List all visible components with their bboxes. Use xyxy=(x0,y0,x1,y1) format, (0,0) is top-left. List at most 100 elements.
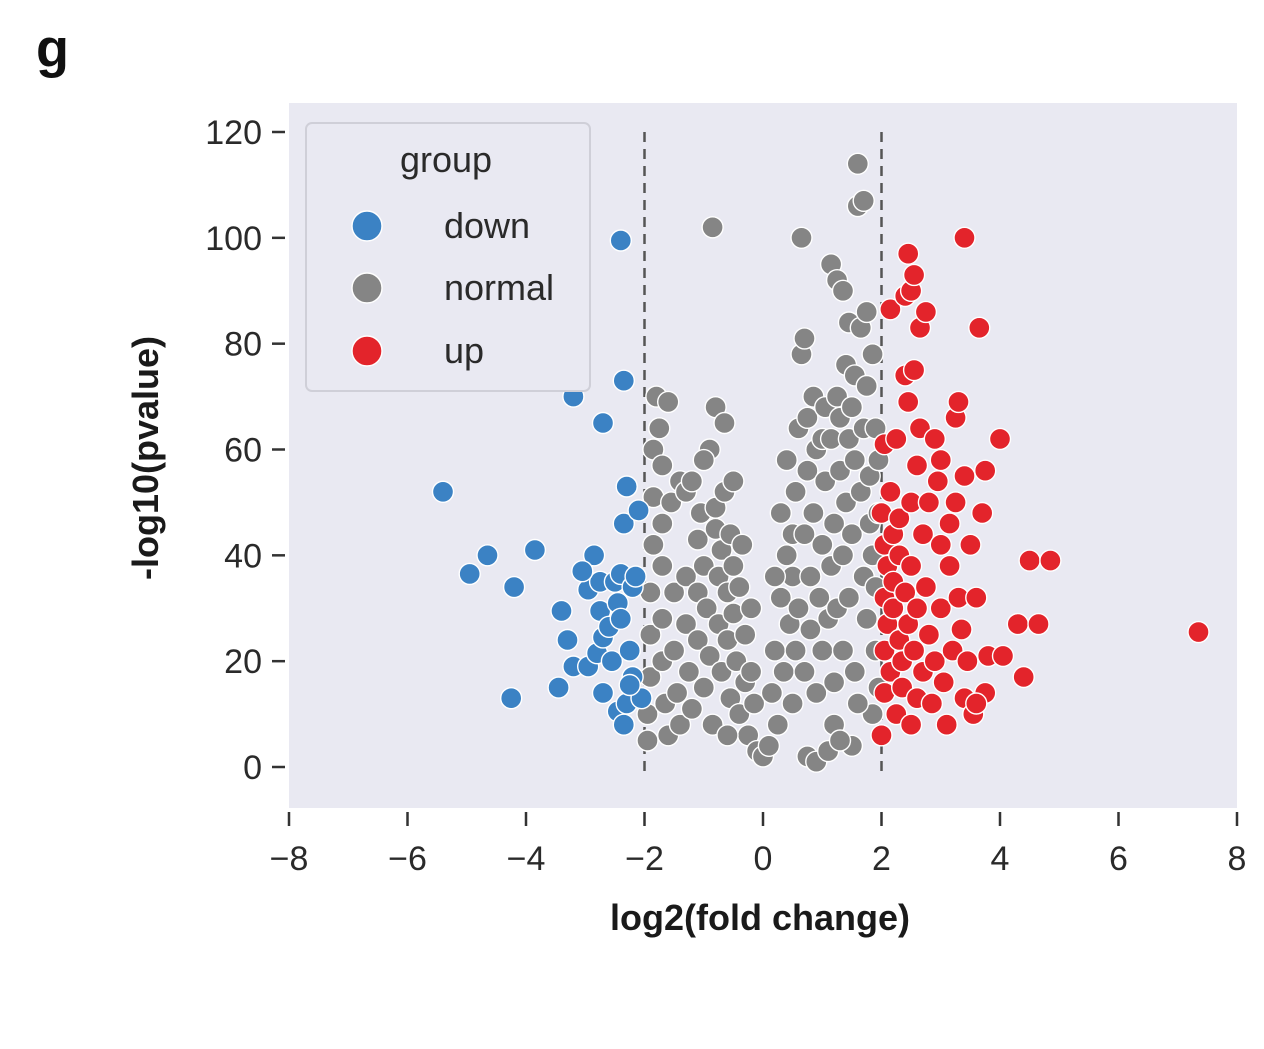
normal-point xyxy=(828,729,852,752)
y-tick-label: 120 xyxy=(205,114,262,152)
up-point xyxy=(935,713,958,736)
x-tick-label: 8 xyxy=(1228,840,1247,878)
normal-point xyxy=(742,692,766,715)
legend-marker-down xyxy=(351,210,383,242)
panel-label: g xyxy=(36,19,69,79)
y-tick-label: 60 xyxy=(224,432,262,470)
y-tick-label: 80 xyxy=(224,326,262,364)
normal-point xyxy=(674,612,698,636)
x-axis-title: log2(fold change) xyxy=(610,897,910,938)
up-point xyxy=(988,427,1012,451)
normal-point xyxy=(831,279,855,302)
normal-point xyxy=(843,660,866,683)
normal-point xyxy=(651,554,674,578)
normal-point xyxy=(668,713,692,736)
normal-point xyxy=(855,374,878,398)
normal-point xyxy=(775,448,798,472)
normal-point xyxy=(811,639,834,662)
normal-point xyxy=(722,470,745,493)
normal-point xyxy=(728,575,751,599)
y-axis-title: -log10(pvalue) xyxy=(125,336,166,580)
up-point xyxy=(885,427,908,451)
normal-point xyxy=(793,523,816,546)
down-point xyxy=(523,538,547,562)
normal-point xyxy=(686,628,709,652)
normal-point xyxy=(665,681,689,705)
down-point xyxy=(600,650,624,673)
normal-point xyxy=(763,565,786,588)
normal-point xyxy=(648,417,671,440)
legend-label-normal: normal xyxy=(444,267,554,308)
legend-label-down: down xyxy=(444,205,530,246)
normal-point xyxy=(775,544,798,567)
down-point xyxy=(624,565,647,588)
down-point xyxy=(582,544,606,567)
up-point xyxy=(888,507,911,530)
up-point xyxy=(971,501,994,525)
up-point xyxy=(905,454,929,477)
down-point xyxy=(550,599,573,623)
normal-point xyxy=(784,480,807,503)
normal-point xyxy=(772,660,795,683)
x-tick-label: 6 xyxy=(1109,840,1128,878)
x-tick-label: −2 xyxy=(625,840,664,878)
down-point xyxy=(618,639,641,662)
legend-marker-up xyxy=(351,335,383,367)
up-point xyxy=(1039,549,1062,572)
down-point xyxy=(627,499,650,522)
normal-point xyxy=(799,565,822,588)
up-point xyxy=(902,263,926,287)
legend-title: group xyxy=(400,139,492,180)
normal-point xyxy=(784,639,807,662)
normal-point xyxy=(642,533,665,556)
up-point xyxy=(947,390,970,414)
up-point xyxy=(879,298,902,321)
up-point xyxy=(953,464,976,488)
normal-point xyxy=(811,533,834,556)
down-point xyxy=(458,562,481,586)
normal-point xyxy=(793,660,816,683)
normal-point xyxy=(662,639,686,662)
up-point xyxy=(959,533,982,556)
up-point xyxy=(929,533,952,556)
normal-point xyxy=(790,226,813,250)
down-point xyxy=(547,676,570,699)
x-tick-label: 0 xyxy=(754,840,773,878)
down-point xyxy=(615,475,638,498)
down-point xyxy=(502,575,526,599)
up-point xyxy=(929,597,952,620)
normal-point xyxy=(822,512,846,535)
normal-point xyxy=(686,528,709,551)
normal-point xyxy=(739,597,763,620)
x-tick-label: −8 xyxy=(270,840,309,878)
up-point xyxy=(1027,612,1050,636)
down-point xyxy=(431,480,455,503)
normal-point xyxy=(855,300,878,324)
down-point xyxy=(591,411,615,435)
x-tick-label: 2 xyxy=(872,840,891,878)
down-point xyxy=(609,229,632,252)
up-point xyxy=(914,575,938,599)
normal-point xyxy=(796,406,819,429)
up-point xyxy=(1018,549,1041,572)
normal-point xyxy=(651,454,674,477)
up-point xyxy=(991,644,1015,668)
normal-point xyxy=(861,343,884,366)
x-axis: −8 −6 −4 −2 0 2 4 6 8 xyxy=(270,812,1247,878)
x-tick-label: −6 xyxy=(388,840,427,878)
y-tick-label: 20 xyxy=(224,643,262,681)
normal-point xyxy=(698,644,721,668)
x-tick-label: 4 xyxy=(991,840,1010,878)
normal-point xyxy=(822,671,846,694)
normal-point xyxy=(796,459,819,482)
legend: group down normal up xyxy=(305,122,591,392)
up-point xyxy=(965,586,988,609)
normal-point xyxy=(731,533,754,556)
up-point xyxy=(929,448,952,472)
legend-label-up: up xyxy=(444,330,484,371)
normal-point xyxy=(831,544,855,567)
up-point xyxy=(1012,665,1035,689)
normal-point xyxy=(692,676,715,699)
up-point xyxy=(926,470,949,493)
